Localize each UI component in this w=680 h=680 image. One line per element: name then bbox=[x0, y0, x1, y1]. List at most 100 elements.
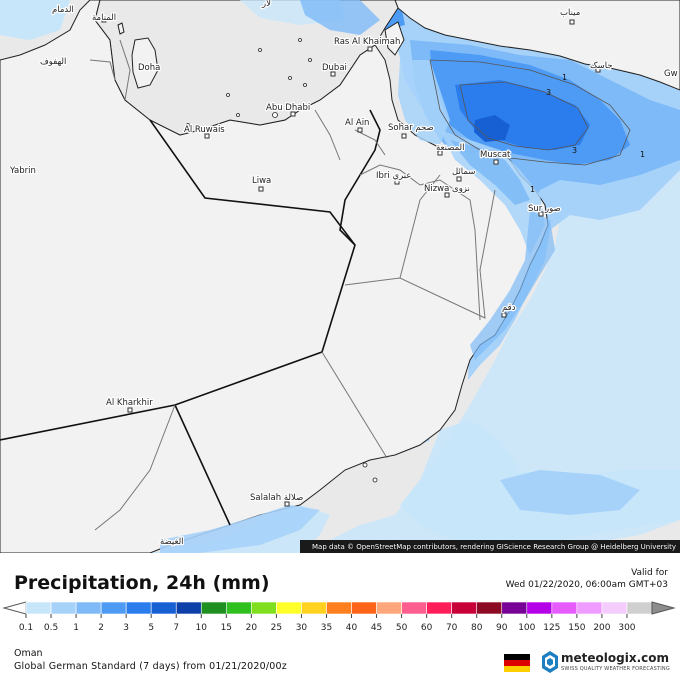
legend-swatch bbox=[476, 601, 503, 615]
meteologix-hex-icon bbox=[542, 651, 558, 673]
label-al-ruwais: Al Ruwais bbox=[184, 125, 225, 135]
brand-tagline: SWISS QUALITY WEATHER FORECASTING bbox=[561, 666, 670, 672]
flag-stripe-red bbox=[504, 660, 530, 666]
legend-label: 25 bbox=[271, 623, 282, 633]
legend-swatch bbox=[301, 601, 327, 615]
contour-label: 3 bbox=[572, 146, 577, 155]
legend-label: 20 bbox=[246, 623, 258, 633]
flag-stripe-gold bbox=[504, 666, 530, 672]
contour-label: 1 bbox=[562, 73, 567, 82]
admin-borders bbox=[89, 39, 496, 531]
contour-label: 1 bbox=[530, 185, 535, 194]
legend-swatch bbox=[601, 601, 628, 615]
legend-swatch bbox=[576, 601, 603, 615]
forecast-map[interactable]: الدمام المنامة الهفوف Doha Ras Al Khaima… bbox=[0, 0, 680, 553]
legend-label: 60 bbox=[421, 623, 433, 633]
label-al-musannah: المصنعة bbox=[436, 143, 464, 153]
legend-label: 2 bbox=[98, 623, 104, 633]
legend-label: 7 bbox=[173, 623, 179, 633]
label-yabrin: Yabrin bbox=[9, 166, 36, 176]
label-jask: جاسک bbox=[590, 61, 613, 71]
legend-arrow-right bbox=[651, 601, 676, 615]
region-name: Oman bbox=[14, 648, 43, 659]
place-labels: الدمام المنامة الهفوف Doha Ras Al Khaima… bbox=[8, 0, 679, 548]
contour-label: 1 bbox=[640, 150, 645, 159]
label-iran-top: لار bbox=[261, 0, 271, 9]
legend-swatch bbox=[276, 601, 302, 615]
persian-gulf bbox=[0, 0, 399, 136]
attribution-background bbox=[300, 540, 680, 553]
legend-arrow-left bbox=[2, 601, 27, 615]
valid-time: Wed 01/22/2020, 06:00am GMT+03 bbox=[505, 580, 668, 590]
legend-label: 90 bbox=[496, 623, 508, 633]
germany-flag-icon bbox=[504, 654, 530, 672]
legend-swatch bbox=[626, 601, 653, 615]
label-al-kharkhir: Al Kharkhir bbox=[106, 398, 153, 408]
legend-swatch bbox=[451, 601, 478, 615]
legend-label: 40 bbox=[346, 623, 358, 633]
legend-swatch bbox=[125, 601, 152, 615]
label-ibri: Ibri عبري bbox=[376, 171, 411, 181]
legend-swatch bbox=[100, 601, 127, 615]
legend-swatch bbox=[175, 601, 202, 615]
label-ghaydah: الغيضة bbox=[160, 537, 184, 547]
label-gwadar: Gw bbox=[664, 69, 678, 79]
precip-contours bbox=[429, 59, 631, 166]
color-scale-legend: 0.1 0.5 1 2 3 5 7 10 15 20 25 30 35 40 45 50 60 70 80 90 100… bbox=[2, 601, 676, 633]
legend-labels: 0.1 0.5 1 2 3 5 7 10 15 20 25 30 35 40 45 50 60 70 80 90 100… bbox=[19, 614, 636, 633]
model-run: Global German Standard (7 days) from 01/… bbox=[14, 661, 287, 672]
label-sur: Sur صور bbox=[528, 204, 561, 214]
legend-swatch bbox=[25, 601, 52, 615]
map-title: Precipitation, 24h (mm) bbox=[14, 572, 270, 594]
legend-label: 0.5 bbox=[44, 623, 58, 633]
label-sohar: Sohar صحم bbox=[388, 123, 434, 133]
legend-swatch bbox=[426, 601, 452, 615]
label-muscat: Muscat bbox=[480, 150, 511, 160]
label-al-ain: Al Ain bbox=[345, 118, 369, 128]
flag-stripe-black bbox=[504, 654, 530, 660]
legend-label: 0.1 bbox=[19, 623, 33, 633]
label-salalah: Salalah صلالة bbox=[250, 493, 303, 503]
legend-label: 100 bbox=[518, 623, 535, 633]
islands bbox=[186, 38, 378, 483]
label-nizwa: Nizwa نزوى bbox=[424, 184, 470, 194]
contour-labels: 1 3 3 1 1 bbox=[530, 73, 645, 194]
contour-label: 3 bbox=[546, 88, 551, 97]
legend-label: 45 bbox=[371, 623, 382, 633]
legend-label: 3 bbox=[123, 623, 129, 633]
legend-swatch bbox=[75, 601, 102, 615]
label-doha: Doha bbox=[138, 63, 160, 73]
legend-swatch bbox=[200, 601, 227, 615]
map-attribution: Map data © OpenStreetMap contributors, r… bbox=[312, 543, 676, 551]
brand-name: meteologix.com bbox=[561, 651, 669, 665]
legend-swatch bbox=[551, 601, 578, 615]
label-liwa: Liwa bbox=[252, 176, 271, 186]
map-canvas: الدمام المنامة الهفوف Doha Ras Al Khaima… bbox=[0, 0, 680, 553]
label-iran-top-right: ميناب bbox=[560, 8, 580, 18]
legend-label: 35 bbox=[321, 623, 332, 633]
legend-label: 125 bbox=[543, 623, 560, 633]
meteologix-logo[interactable]: meteologix.com SWISS QUALITY WEATHER FOR… bbox=[541, 650, 671, 676]
label-dubai: Dubai bbox=[322, 63, 347, 73]
valid-for-label: Valid for bbox=[631, 568, 668, 578]
legend-label: 15 bbox=[221, 623, 232, 633]
legend-label: 300 bbox=[618, 623, 635, 633]
legend-swatch bbox=[150, 601, 177, 615]
legend-label: 150 bbox=[568, 623, 585, 633]
legend-swatch bbox=[50, 601, 77, 615]
legend-swatch bbox=[251, 601, 277, 615]
legend-swatch bbox=[226, 601, 252, 615]
legend-label: 200 bbox=[593, 623, 610, 633]
legend-swatch bbox=[351, 601, 377, 615]
label-hofuf: الهفوف bbox=[40, 57, 66, 67]
legend-swatch bbox=[376, 601, 402, 615]
legend-label: 80 bbox=[471, 623, 483, 633]
legend-label: 10 bbox=[196, 623, 208, 633]
legend-label: 1 bbox=[73, 623, 79, 633]
legend-swatch bbox=[526, 601, 553, 615]
label-duqm: دقم bbox=[502, 303, 516, 313]
legend-label: 30 bbox=[296, 623, 308, 633]
label-ras-al-khaimah: Ras Al Khaimah bbox=[334, 37, 400, 47]
city-markers bbox=[101, 17, 601, 507]
legend-swatch bbox=[501, 601, 528, 615]
